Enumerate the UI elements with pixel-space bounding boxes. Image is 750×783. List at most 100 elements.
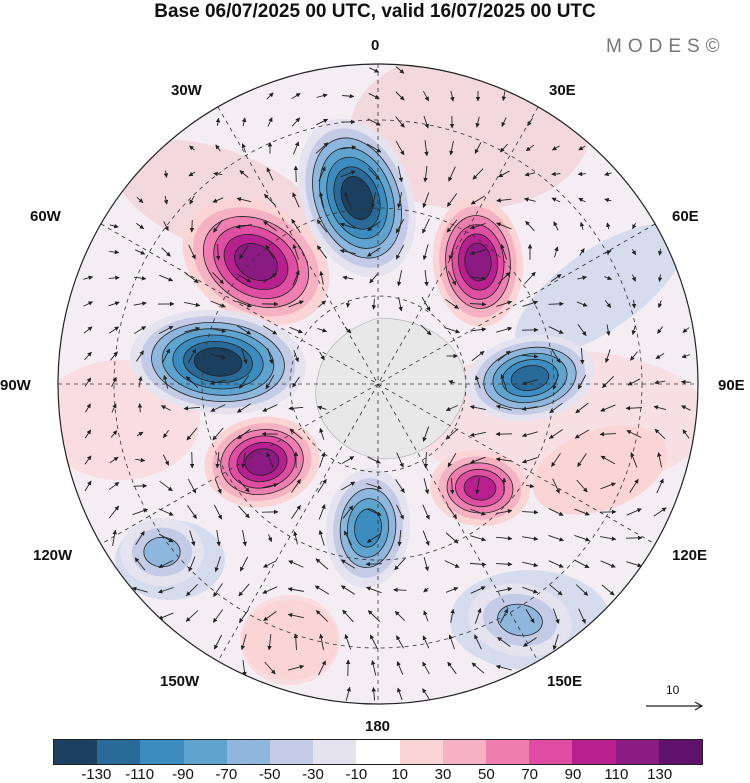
wind-vector bbox=[236, 403, 251, 413]
wind-vector bbox=[109, 249, 120, 255]
wind-vector bbox=[525, 483, 535, 489]
wind-vector bbox=[475, 478, 480, 495]
wind-vector bbox=[469, 301, 487, 307]
wind-vector bbox=[470, 456, 486, 464]
wind-vector bbox=[525, 220, 535, 232]
wind-vector bbox=[525, 608, 535, 624]
wind-vector bbox=[577, 324, 587, 336]
wind-vector bbox=[397, 166, 404, 183]
wind-vector bbox=[242, 660, 247, 677]
wind-vector bbox=[578, 145, 586, 151]
wind-vector bbox=[627, 378, 641, 386]
wind-vector bbox=[524, 172, 536, 177]
colorbar-tick-label: -130 bbox=[81, 766, 112, 783]
colorbar-swatch bbox=[226, 740, 271, 764]
wind-vector bbox=[136, 431, 144, 437]
wind-vector bbox=[369, 67, 380, 73]
wind-vector bbox=[163, 221, 169, 231]
wind-vector bbox=[397, 687, 403, 701]
wind-vector bbox=[319, 451, 326, 468]
wind-vector bbox=[521, 431, 538, 438]
wind-vector bbox=[682, 327, 690, 333]
wind-vector bbox=[629, 478, 639, 494]
wind-vector bbox=[469, 562, 487, 567]
wind-vector bbox=[576, 301, 588, 307]
lon-label-150e: 150E bbox=[547, 673, 583, 690]
wind-vector bbox=[163, 374, 169, 389]
wind-vector bbox=[574, 534, 590, 542]
wind-vector bbox=[262, 404, 278, 412]
wind-vector bbox=[212, 271, 224, 285]
wind-vector bbox=[213, 219, 223, 233]
wind-vector bbox=[497, 350, 511, 362]
wind-vector bbox=[393, 587, 407, 593]
wind-vector bbox=[604, 250, 612, 255]
wind-vector bbox=[293, 165, 299, 183]
wind-vector bbox=[475, 375, 481, 389]
wind-vector bbox=[495, 457, 512, 462]
wind-vector bbox=[575, 402, 589, 414]
wind-vector bbox=[162, 454, 170, 466]
wind-vector bbox=[369, 634, 379, 650]
wind-vector bbox=[288, 300, 304, 308]
wind-vector bbox=[548, 301, 564, 307]
wind-vector bbox=[625, 405, 643, 411]
wind-vector bbox=[551, 145, 560, 151]
wind-vector bbox=[445, 587, 459, 593]
wind-vector bbox=[424, 270, 429, 287]
wind-vector bbox=[319, 633, 324, 650]
colorbar-tick-label: -30 bbox=[302, 766, 324, 783]
wind-vector bbox=[262, 586, 278, 594]
anomaly-contour bbox=[193, 347, 243, 377]
antarctica-landmass bbox=[315, 317, 466, 460]
reference-vector-label: 10 bbox=[666, 683, 680, 697]
wind-vector bbox=[133, 301, 147, 306]
wind-vector bbox=[267, 534, 273, 543]
map-border bbox=[57, 63, 699, 705]
wind-vector bbox=[367, 220, 381, 232]
wind-vector bbox=[158, 325, 174, 335]
wind-vector bbox=[450, 90, 455, 102]
wind-vector bbox=[682, 429, 690, 439]
wind-vector bbox=[500, 374, 508, 390]
wind-vector bbox=[319, 270, 324, 285]
wind-vector bbox=[339, 248, 356, 255]
wind-vector bbox=[265, 244, 275, 260]
wind-vector bbox=[423, 451, 429, 469]
colorbar-tick-label: -70 bbox=[215, 766, 238, 783]
wind-vector bbox=[108, 301, 120, 307]
wind-vector bbox=[497, 636, 511, 648]
wind-vector bbox=[213, 583, 223, 597]
wind-vector bbox=[631, 299, 637, 309]
wind-vector bbox=[574, 508, 590, 516]
wind-vector bbox=[549, 584, 563, 596]
wind-vector bbox=[495, 561, 513, 567]
wind-vector bbox=[522, 536, 539, 541]
wind-vector bbox=[501, 117, 507, 127]
wind-vector bbox=[215, 144, 221, 152]
wind-vector bbox=[604, 197, 612, 203]
wind-vector bbox=[396, 635, 404, 649]
wind-vector bbox=[632, 223, 637, 230]
wind-vector bbox=[395, 140, 405, 156]
wind-vector bbox=[448, 380, 456, 385]
wind-vector bbox=[287, 587, 304, 592]
wind-vector bbox=[631, 248, 637, 256]
wind-vector bbox=[161, 348, 171, 364]
wind-vector bbox=[495, 664, 512, 671]
wind-vector bbox=[138, 376, 143, 388]
wind-vector bbox=[317, 478, 327, 493]
wind-vector bbox=[340, 145, 357, 150]
wind-vector bbox=[394, 557, 406, 571]
wind-vector bbox=[263, 220, 277, 232]
wind-vector bbox=[112, 529, 117, 546]
wind-vector bbox=[344, 634, 352, 650]
wind-vector bbox=[447, 661, 457, 675]
wind-vector bbox=[131, 586, 148, 593]
wind-vector bbox=[524, 271, 536, 285]
wind-vector bbox=[316, 219, 328, 233]
anomaly-contour bbox=[497, 603, 543, 637]
wind-vector bbox=[551, 453, 561, 467]
wind-vector bbox=[522, 586, 538, 594]
wind-vector bbox=[423, 115, 429, 129]
